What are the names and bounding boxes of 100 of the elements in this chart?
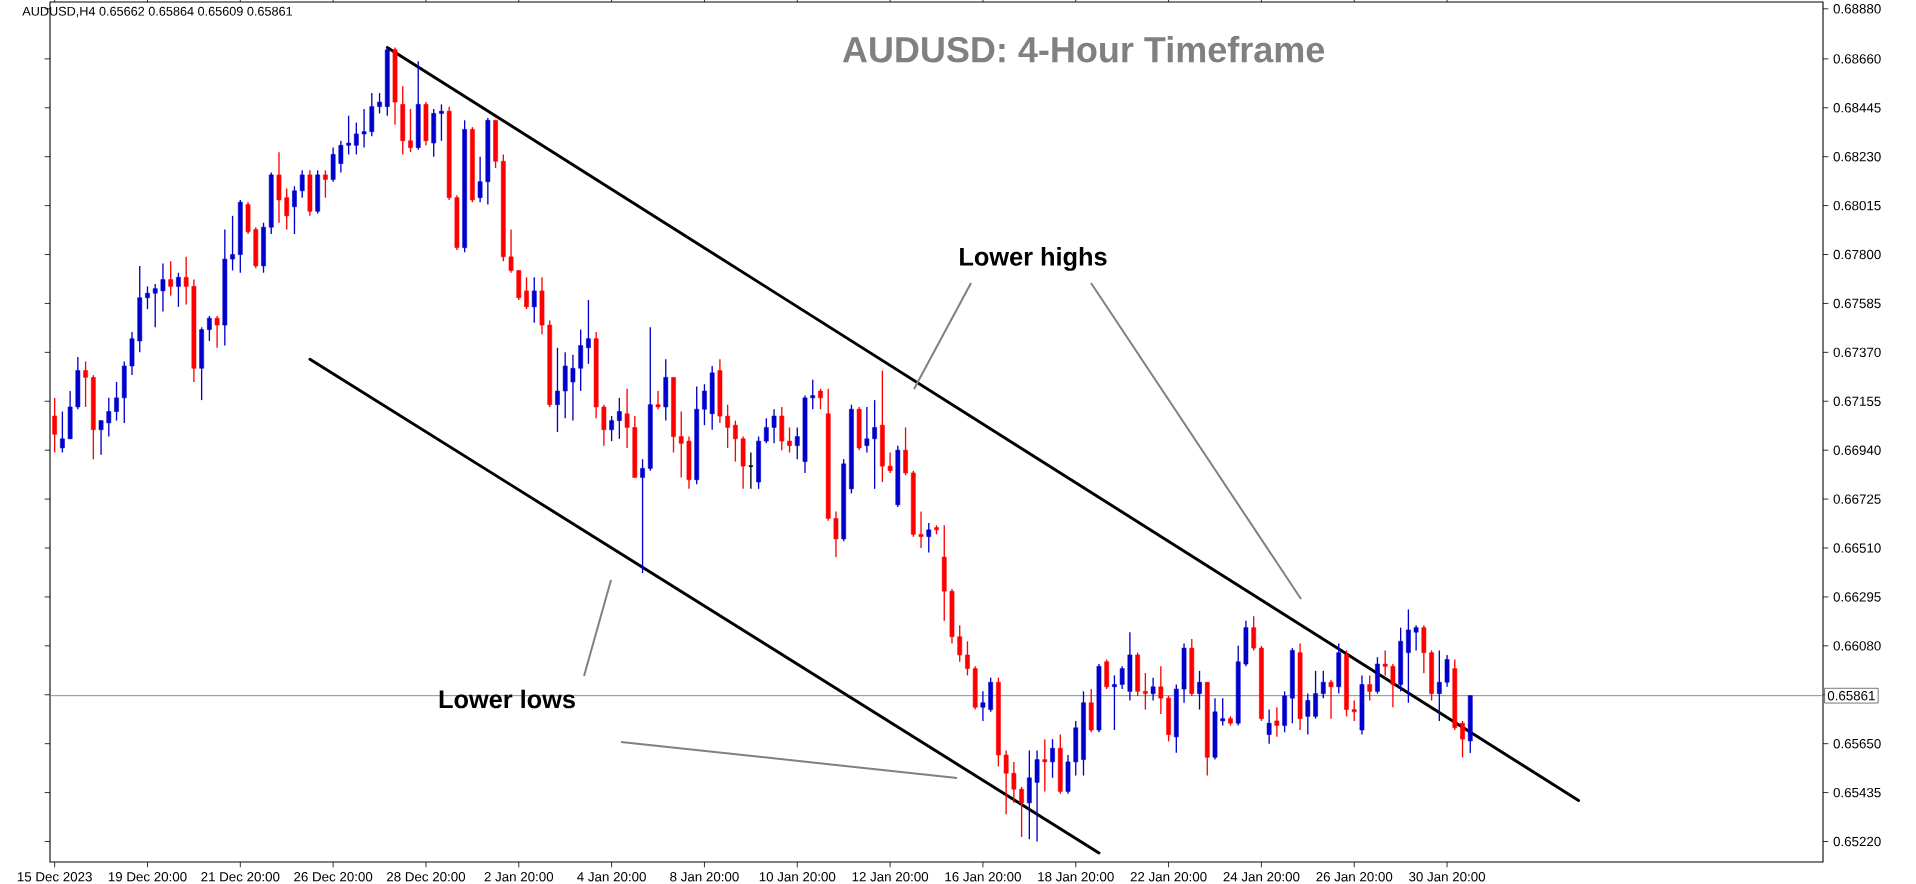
- candlestick: [818, 388, 823, 410]
- candlestick: [1019, 786, 1024, 838]
- y-tick-label: 0.66295: [1833, 592, 1881, 602]
- candlestick: [1328, 679, 1334, 720]
- x-tick-label: 12 Jan 20:00: [852, 872, 929, 882]
- candlestick: [361, 108, 367, 149]
- candlestick: [52, 397, 58, 454]
- x-tick-label: 26 Dec 20:00: [294, 872, 373, 882]
- candlestick: [678, 410, 684, 479]
- candlestick: [1436, 649, 1442, 722]
- x-tick-label: 21 Dec 20:00: [201, 872, 280, 882]
- candlestick: [477, 156, 483, 203]
- x-tick-label: 10 Jan 20:00: [759, 872, 836, 882]
- x-tick-label: 4 Jan 20:00: [577, 872, 646, 882]
- y-tick-label: 0.68015: [1833, 200, 1881, 211]
- x-tick-label: 24 Jan 20:00: [1223, 872, 1300, 882]
- candlestick: [1367, 674, 1373, 702]
- candlestick: [230, 215, 235, 272]
- candlestick: [1220, 697, 1226, 727]
- y-tick-label: 0.66080: [1833, 641, 1881, 651]
- candlestick: [60, 410, 65, 454]
- y-tick-label: 0.68445: [1833, 103, 1881, 113]
- candlestick: [1305, 692, 1311, 736]
- candlestick: [1050, 738, 1055, 779]
- candlestick: [353, 121, 359, 156]
- candlestick: [183, 256, 189, 306]
- candlestick: [1351, 699, 1357, 722]
- candlestick: [1382, 649, 1388, 677]
- candlestick: [578, 328, 584, 392]
- candlestick: [346, 115, 351, 156]
- candlestick: [763, 417, 769, 445]
- candlestick: [299, 169, 305, 199]
- candlestick: [794, 426, 800, 460]
- candlestick: [1034, 749, 1040, 843]
- y-tick-label: 0.68230: [1833, 151, 1881, 162]
- candlestick: [207, 315, 212, 342]
- x-tick-label: 19 Dec 20:00: [108, 872, 187, 882]
- y-tick-label: 0.66940: [1833, 445, 1881, 455]
- candlestick: [1266, 708, 1272, 745]
- candlestick: [408, 108, 413, 153]
- candlestick: [160, 262, 166, 313]
- annotation: AUDUSD,H4 0.65662 0.65864 0.65609 0.65861: [22, 6, 293, 18]
- candlestick: [1313, 670, 1318, 720]
- candlestick: [1143, 672, 1148, 711]
- candlestick: [980, 690, 986, 722]
- x-tick-label: 15 Dec 2023: [17, 872, 92, 882]
- candlestick: [1150, 677, 1156, 702]
- candlestick: [887, 451, 893, 474]
- y-tick-label: 0.67585: [1833, 298, 1881, 309]
- candlestick: [655, 390, 661, 410]
- candlestick: [833, 510, 839, 558]
- candlestick: [292, 185, 297, 235]
- candlestick: [83, 360, 88, 408]
- candlestick: [1112, 674, 1117, 731]
- x-tick-label: 28 Dec 20:00: [386, 872, 466, 882]
- candlestick: [872, 399, 877, 490]
- candlestick: [864, 406, 870, 454]
- y-tick-label: 0.68880: [1833, 4, 1881, 14]
- candlestick: [1320, 670, 1326, 699]
- x-tick-label: 2 Jan 20:00: [484, 872, 554, 882]
- candlestick: [338, 140, 344, 174]
- candlestick: [903, 426, 908, 476]
- y-tick-label: 0.67155: [1833, 396, 1881, 406]
- candlestick: [1003, 749, 1009, 815]
- candlestick: [965, 640, 970, 677]
- candlestick: [1460, 720, 1465, 758]
- candlestick: [1119, 665, 1125, 690]
- candlestick: [1011, 761, 1017, 804]
- candlestick: [1390, 663, 1396, 708]
- candlestick: [555, 347, 560, 433]
- candlestick: [733, 419, 738, 463]
- candlestick: [1042, 738, 1048, 793]
- candlestick: [1158, 665, 1164, 715]
- candlestick: [747, 451, 754, 490]
- candlestick: [1413, 624, 1419, 652]
- candlestick: [616, 397, 622, 440]
- candlestick: [926, 522, 932, 554]
- y-tick-label: 0.67370: [1833, 347, 1881, 358]
- ref-line-label: 0.65861: [1827, 690, 1875, 701]
- candlestick: [1406, 608, 1411, 704]
- candlestick: [152, 283, 158, 328]
- y-tick-label: 0.66510: [1833, 543, 1881, 553]
- candlestick: [609, 415, 614, 442]
- candlestick: [957, 624, 963, 663]
- y-tick-label: 0.66725: [1833, 494, 1881, 504]
- x-tick-label: 18 Jan 20:00: [1038, 872, 1114, 882]
- candlestick: [323, 169, 328, 199]
- y-tick-label: 0.65435: [1833, 787, 1881, 798]
- candlestick: [214, 315, 220, 349]
- candlestick: [106, 397, 112, 438]
- candlestick: [586, 299, 591, 365]
- text: AUDUSD: 4-Hour Timeframe: [842, 36, 1325, 63]
- candlestick: [145, 285, 150, 310]
- x-tick-label: 30 Jan 20:00: [1409, 872, 1486, 882]
- x-tick-label: 22 Jan 20:00: [1130, 872, 1207, 882]
- candlestick: [98, 419, 104, 456]
- x-tick-label: 8 Jan 20:00: [670, 872, 739, 882]
- candlestick: [439, 103, 444, 142]
- annotation: Lower lows: [439, 689, 575, 709]
- candlestick: [1274, 706, 1280, 738]
